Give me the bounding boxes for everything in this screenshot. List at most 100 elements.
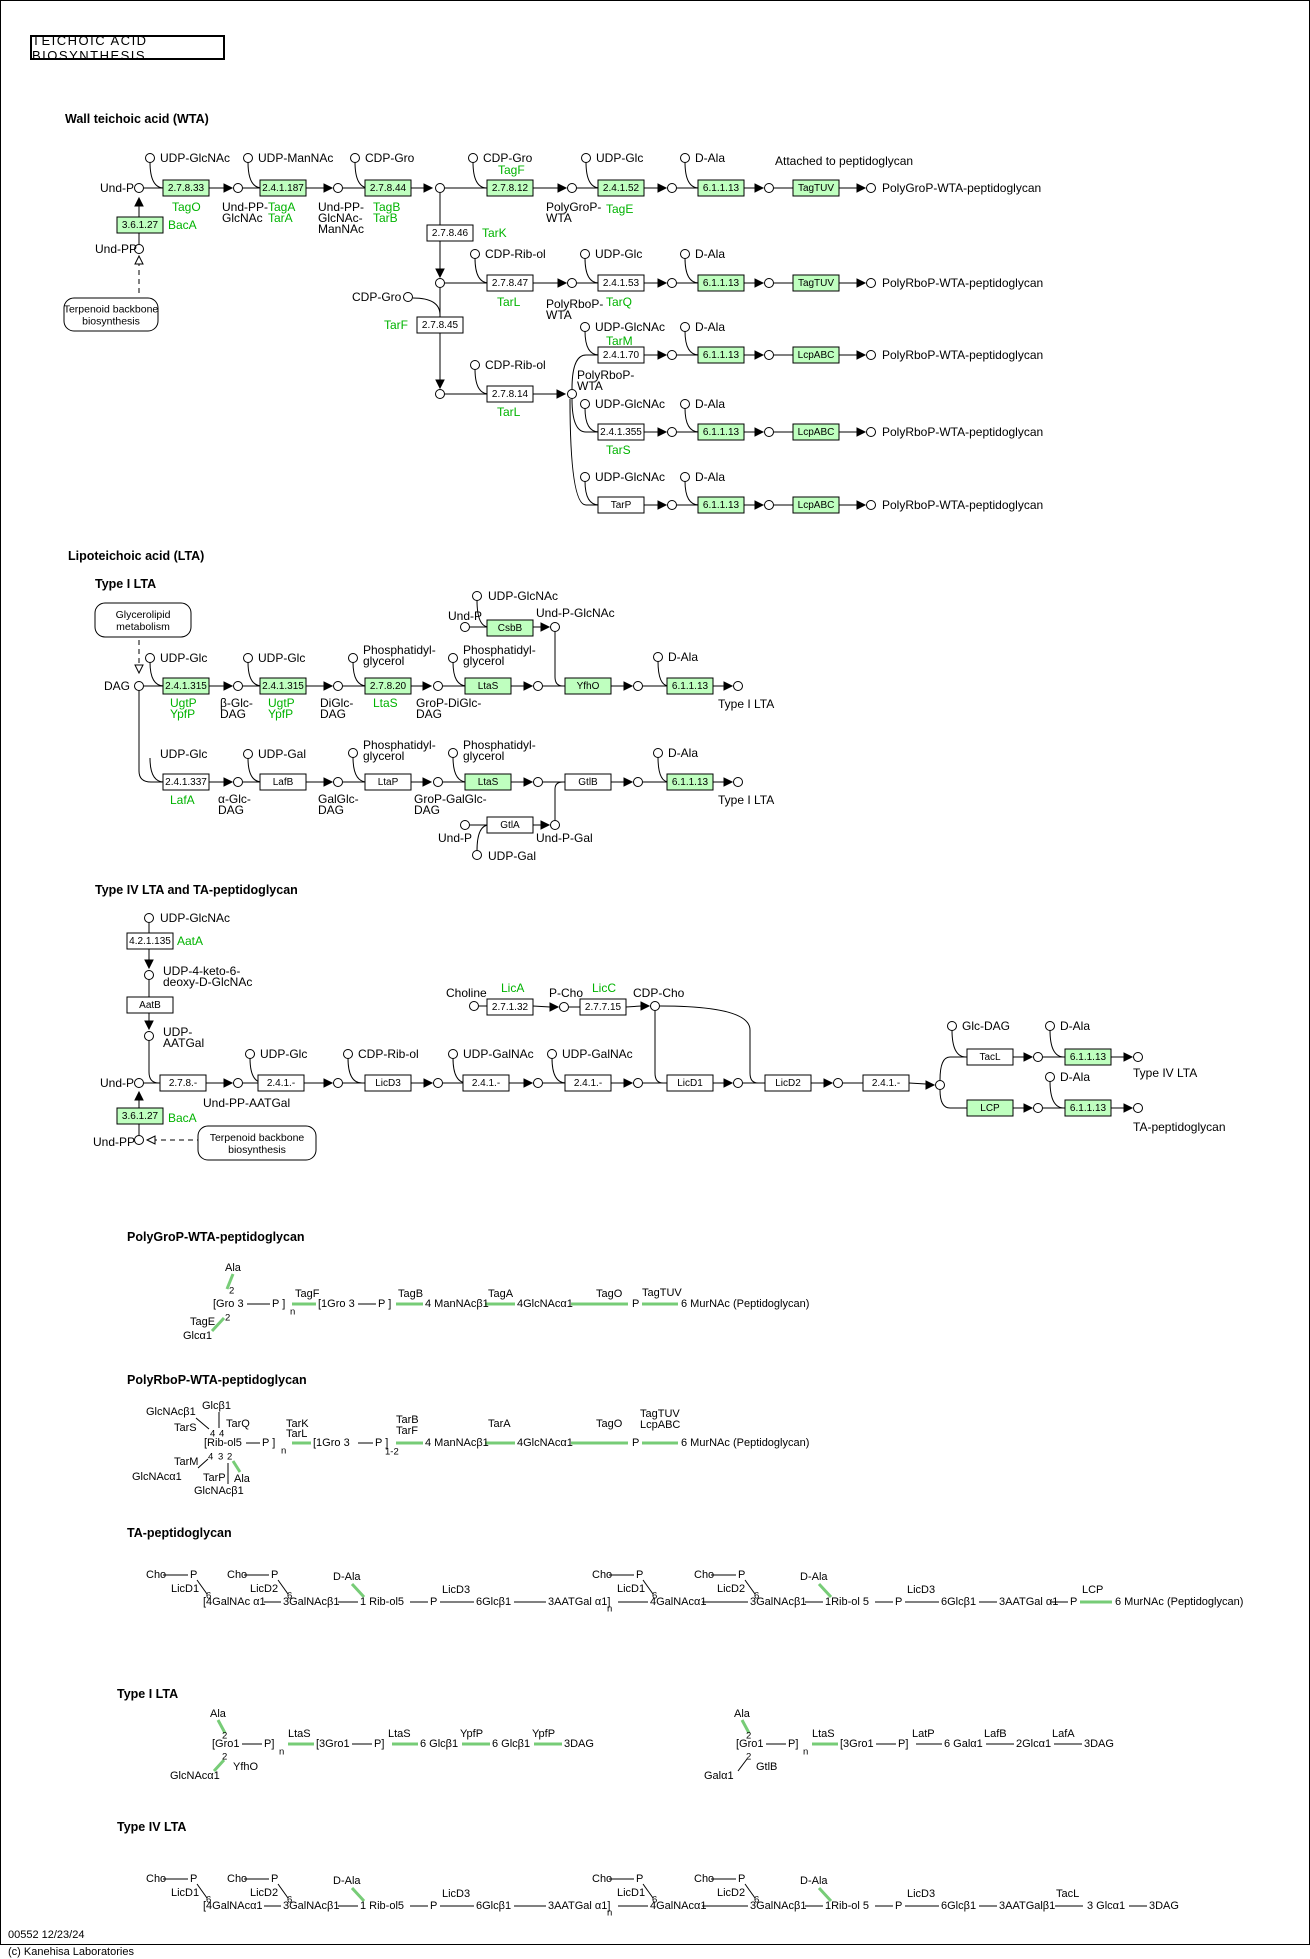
compound-node[interactable]: [403, 292, 413, 302]
enzyme-box[interactable]: [1064, 1048, 1112, 1066]
enzyme-box[interactable]: [426, 224, 474, 242]
enzyme-box[interactable]: [259, 773, 307, 791]
enzyme-box[interactable]: [666, 1074, 714, 1092]
compound-node[interactable]: [650, 1001, 660, 1011]
enzyme-box[interactable]: [697, 496, 745, 514]
compound-node[interactable]: [567, 183, 577, 193]
compound-node[interactable]: [243, 653, 253, 663]
compound-node[interactable]: [448, 653, 458, 663]
enzyme-box[interactable]: [259, 179, 307, 197]
compound-node[interactable]: [1045, 1021, 1055, 1031]
enzyme-box[interactable]: [116, 216, 164, 234]
enzyme-box[interactable]: [126, 932, 174, 950]
enzyme-box[interactable]: [792, 346, 840, 364]
compound-node[interactable]: [333, 183, 343, 193]
pathway-link-pill[interactable]: [197, 1125, 317, 1161]
compound-node[interactable]: [633, 777, 643, 787]
compound-node[interactable]: [764, 500, 774, 510]
compound-node[interactable]: [533, 777, 543, 787]
compound-node[interactable]: [580, 472, 590, 482]
compound-node[interactable]: [348, 653, 358, 663]
enzyme-box[interactable]: [364, 773, 412, 791]
compound-node[interactable]: [144, 970, 154, 980]
enzyme-box[interactable]: [764, 1074, 812, 1092]
enzyme-box[interactable]: [486, 998, 534, 1016]
compound-node[interactable]: [469, 1001, 479, 1011]
enzyme-box[interactable]: [579, 998, 627, 1016]
enzyme-box[interactable]: [597, 496, 645, 514]
enzyme-box[interactable]: [862, 1074, 910, 1092]
enzyme-box[interactable]: [259, 677, 307, 695]
enzyme-box[interactable]: [159, 1074, 207, 1092]
enzyme-box[interactable]: [564, 677, 612, 695]
compound-node[interactable]: [343, 1049, 353, 1059]
enzyme-box[interactable]: [162, 773, 210, 791]
compound-node[interactable]: [533, 1078, 543, 1088]
pathway-link-pill[interactable]: [63, 297, 159, 332]
enzyme-box[interactable]: [116, 1107, 164, 1125]
compound-node[interactable]: [667, 427, 677, 437]
compound-node[interactable]: [935, 1080, 945, 1090]
enzyme-box[interactable]: [564, 1074, 612, 1092]
enzyme-box[interactable]: [666, 773, 714, 791]
compound-node[interactable]: [866, 500, 876, 510]
compound-node[interactable]: [144, 1031, 154, 1041]
compound-node[interactable]: [243, 153, 253, 163]
compound-node[interactable]: [460, 820, 470, 830]
enzyme-box[interactable]: [486, 816, 534, 834]
enzyme-box[interactable]: [697, 423, 745, 441]
enzyme-box[interactable]: [792, 179, 840, 197]
compound-node[interactable]: [435, 183, 445, 193]
enzyme-box[interactable]: [966, 1048, 1014, 1066]
enzyme-box[interactable]: [564, 773, 612, 791]
compound-node[interactable]: [733, 681, 743, 691]
compound-node[interactable]: [667, 183, 677, 193]
compound-node[interactable]: [550, 622, 560, 632]
compound-node[interactable]: [680, 322, 690, 332]
compound-node[interactable]: [435, 389, 445, 399]
compound-node[interactable]: [1133, 1052, 1143, 1062]
pathway-link-pill[interactable]: [94, 602, 192, 638]
enzyme-box[interactable]: [597, 346, 645, 364]
enzyme-box[interactable]: [597, 274, 645, 292]
enzyme-box[interactable]: [792, 496, 840, 514]
enzyme-box[interactable]: [464, 677, 512, 695]
compound-node[interactable]: [233, 777, 243, 787]
enzyme-box[interactable]: [697, 274, 745, 292]
enzyme-box[interactable]: [464, 773, 512, 791]
enzyme-box[interactable]: [792, 274, 840, 292]
compound-node[interactable]: [580, 249, 590, 259]
compound-node[interactable]: [580, 322, 590, 332]
compound-node[interactable]: [1033, 1103, 1043, 1113]
compound-node[interactable]: [1133, 1103, 1143, 1113]
compound-node[interactable]: [764, 183, 774, 193]
enzyme-box[interactable]: [486, 619, 534, 637]
enzyme-box[interactable]: [1064, 1099, 1112, 1117]
compound-node[interactable]: [581, 153, 591, 163]
enzyme-box[interactable]: [126, 996, 174, 1014]
compound-node[interactable]: [547, 1049, 557, 1059]
enzyme-box[interactable]: [666, 677, 714, 695]
compound-node[interactable]: [145, 153, 155, 163]
enzyme-box[interactable]: [462, 1074, 510, 1092]
compound-node[interactable]: [567, 389, 577, 399]
compound-node[interactable]: [533, 681, 543, 691]
enzyme-box[interactable]: [416, 316, 464, 334]
compound-node[interactable]: [550, 820, 560, 830]
compound-node[interactable]: [233, 1078, 243, 1088]
enzyme-box[interactable]: [697, 179, 745, 197]
enzyme-box[interactable]: [486, 274, 534, 292]
compound-node[interactable]: [667, 500, 677, 510]
compound-node[interactable]: [134, 1135, 144, 1145]
compound-node[interactable]: [567, 278, 577, 288]
enzyme-box[interactable]: [597, 179, 645, 197]
compound-node[interactable]: [653, 748, 663, 758]
compound-node[interactable]: [680, 249, 690, 259]
compound-node[interactable]: [633, 1078, 643, 1088]
enzyme-box[interactable]: [966, 1099, 1014, 1117]
compound-node[interactable]: [667, 350, 677, 360]
compound-node[interactable]: [333, 777, 343, 787]
compound-node[interactable]: [245, 1049, 255, 1059]
compound-node[interactable]: [468, 153, 478, 163]
compound-node[interactable]: [680, 153, 690, 163]
